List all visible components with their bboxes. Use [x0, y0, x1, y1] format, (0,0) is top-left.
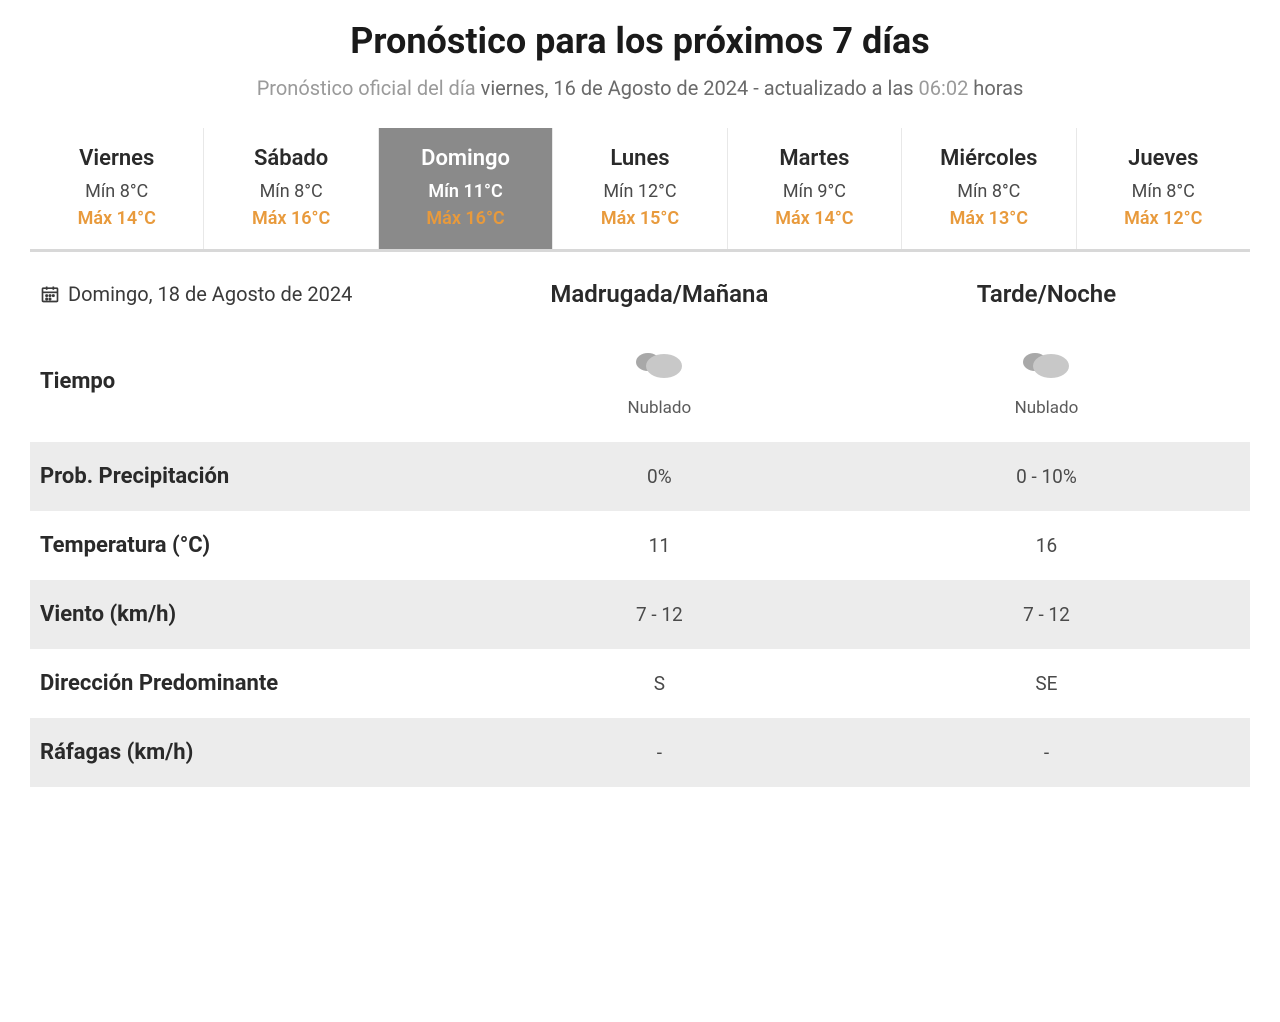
- day-min-temp: Mín 8°C: [908, 181, 1069, 202]
- day-name: Miércoles: [908, 146, 1069, 171]
- value-evening: 0 - 10%: [853, 465, 1240, 488]
- date-period-row: Domingo, 18 de Agosto de 2024 Madrugada/…: [30, 270, 1250, 330]
- day-tab-jueves[interactable]: Jueves Mín 8°C Máx 12°C: [1077, 128, 1250, 249]
- cloud-icon: [632, 344, 686, 388]
- value-evening: 16: [853, 534, 1240, 557]
- day-name: Sábado: [210, 146, 371, 171]
- day-tab-domingo[interactable]: Domingo Mín 11°C Máx 16°C: [379, 128, 553, 249]
- selected-date-text: Domingo, 18 de Agosto de 2024: [68, 282, 352, 306]
- day-min-temp: Mín 9°C: [734, 181, 895, 202]
- selected-date: Domingo, 18 de Agosto de 2024: [40, 282, 466, 306]
- day-name: Viernes: [36, 146, 197, 171]
- day-min-temp: Mín 8°C: [36, 181, 197, 202]
- data-row: Viento (km/h)7 - 127 - 12: [30, 580, 1250, 649]
- value-morning: S: [466, 672, 853, 695]
- day-name: Jueves: [1083, 146, 1244, 171]
- period-header-evening: Tarde/Noche: [853, 280, 1240, 308]
- data-row: Temperatura (°C)1116: [30, 511, 1250, 580]
- data-row: Ráfagas (km/h)--: [30, 718, 1250, 787]
- row-label: Dirección Predominante: [40, 671, 466, 696]
- day-tab-sábado[interactable]: Sábado Mín 8°C Máx 16°C: [204, 128, 378, 249]
- day-name: Martes: [734, 146, 895, 171]
- forecast-subtitle: Pronóstico oficial del día viernes, 16 d…: [30, 76, 1250, 100]
- cloud-icon: [1019, 344, 1073, 388]
- day-max-temp: Máx 15°C: [559, 208, 720, 229]
- day-max-temp: Máx 16°C: [210, 208, 371, 229]
- day-tabs: Viernes Mín 8°C Máx 14°C Sábado Mín 8°C Máx 1…: [30, 128, 1250, 252]
- day-name: Lunes: [559, 146, 720, 171]
- data-row: Dirección PredominanteSSE: [30, 649, 1250, 718]
- weather-label: Tiempo: [40, 369, 466, 394]
- row-label: Prob. Precipitación: [40, 464, 466, 489]
- day-max-temp: Máx 14°C: [734, 208, 895, 229]
- data-rows-container: Prob. Precipitación0%0 - 10%Temperatura …: [30, 442, 1250, 787]
- day-max-temp: Máx 14°C: [36, 208, 197, 229]
- weather-evening: Nublado: [853, 344, 1240, 418]
- weather-evening-desc: Nublado: [853, 398, 1240, 418]
- subtitle-prefix: Pronóstico oficial del día: [257, 76, 481, 100]
- day-tab-martes[interactable]: Martes Mín 9°C Máx 14°C: [728, 128, 902, 249]
- value-morning: 7 - 12: [466, 603, 853, 626]
- data-row: Prob. Precipitación0%0 - 10%: [30, 442, 1250, 511]
- day-min-temp: Mín 11°C: [385, 181, 546, 202]
- calendar-icon: [40, 284, 60, 304]
- subtitle-date: viernes, 16 de Agosto de 2024 - actualiz…: [481, 76, 919, 100]
- day-max-temp: Máx 16°C: [385, 208, 546, 229]
- value-morning: -: [466, 741, 853, 764]
- day-min-temp: Mín 8°C: [1083, 181, 1244, 202]
- day-min-temp: Mín 12°C: [559, 181, 720, 202]
- day-name: Domingo: [385, 146, 546, 171]
- row-label: Temperatura (°C): [40, 533, 466, 558]
- subtitle-suffix: horas: [973, 76, 1023, 100]
- day-tab-viernes[interactable]: Viernes Mín 8°C Máx 14°C: [30, 128, 204, 249]
- day-min-temp: Mín 8°C: [210, 181, 371, 202]
- period-header-morning: Madrugada/Mañana: [466, 280, 853, 308]
- weather-morning-desc: Nublado: [466, 398, 853, 418]
- value-evening: SE: [853, 672, 1240, 695]
- row-label: Viento (km/h): [40, 602, 466, 627]
- page-title: Pronóstico para los próximos 7 días: [30, 20, 1250, 62]
- value-evening: 7 - 12: [853, 603, 1240, 626]
- value-morning: 11: [466, 534, 853, 557]
- day-max-temp: Máx 13°C: [908, 208, 1069, 229]
- weather-morning: Nublado: [466, 344, 853, 418]
- day-max-temp: Máx 12°C: [1083, 208, 1244, 229]
- day-tab-lunes[interactable]: Lunes Mín 12°C Máx 15°C: [553, 128, 727, 249]
- weather-condition-row: Tiempo Nublado Nublado: [30, 330, 1250, 442]
- subtitle-time: 06:02: [919, 76, 974, 100]
- value-morning: 0%: [466, 465, 853, 488]
- day-tab-miércoles[interactable]: Miércoles Mín 8°C Máx 13°C: [902, 128, 1076, 249]
- value-evening: -: [853, 741, 1240, 764]
- row-label: Ráfagas (km/h): [40, 740, 466, 765]
